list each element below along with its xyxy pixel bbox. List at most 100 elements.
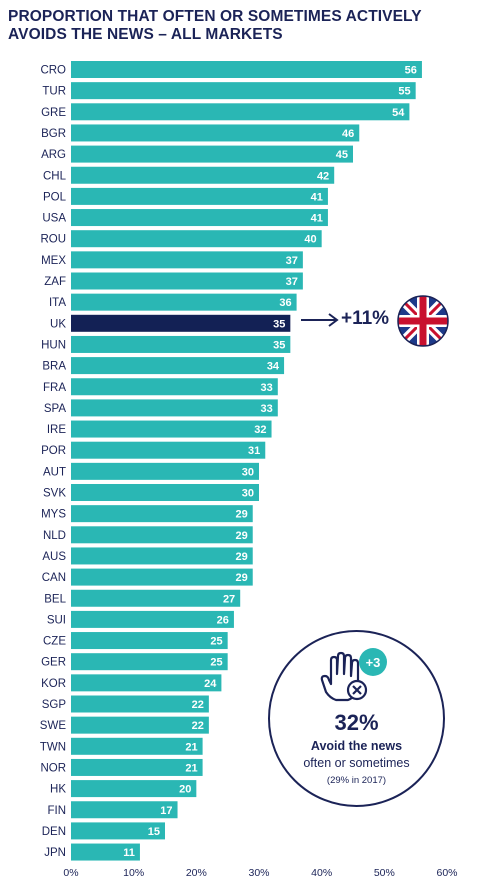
value-label-usa: 41 [311,213,323,225]
bar-den [71,822,165,840]
value-label-kor: 24 [204,678,217,690]
bar-jpn [71,843,140,861]
x-tick-label: 30% [248,867,269,879]
arrow-icon [301,313,339,327]
category-label-kor: KOR [41,678,66,690]
value-label-fra: 33 [261,382,273,394]
value-label-bra: 34 [267,361,280,373]
value-label-cro: 56 [405,65,417,77]
value-label-tur: 55 [398,86,410,98]
category-label-nor: NOR [40,762,66,774]
x-tick-label: 40% [311,867,332,879]
category-label-tur: TUR [42,86,66,98]
raised-hand-block-icon [320,651,368,702]
bar-tur [71,82,416,100]
uk-flag-icon [397,295,449,347]
value-label-den: 15 [148,826,160,838]
bar-uk [71,314,291,332]
bar-spa [71,399,278,417]
category-label-usa: USA [42,213,66,225]
bar-svk [71,484,259,501]
category-label-cro: CRO [40,65,66,77]
x-tick-label: 0% [63,867,78,879]
category-label-bgr: BGR [41,128,66,140]
value-label-spa: 33 [261,403,273,415]
bar-pol [71,187,328,205]
value-label-fin: 17 [160,805,172,817]
category-label-fin: FIN [47,805,66,817]
value-label-jpn: 11 [123,847,135,859]
bar-cro [71,61,422,78]
value-label-arg: 45 [336,149,348,161]
category-label-jpn: JPN [44,847,66,859]
category-label-uk: UK [50,318,66,330]
bar-twn [71,737,203,755]
bar-ger [71,653,228,671]
x-tick-label: 50% [374,867,395,879]
category-label-gre: GRE [41,107,66,119]
bar-bgr [71,124,360,142]
category-label-svk: SVK [43,488,66,500]
value-label-cze: 25 [210,636,222,648]
category-label-arg: ARG [41,149,66,161]
value-label-sui: 26 [217,614,229,626]
value-label-uk: 35 [273,318,285,330]
bar-ire [71,420,272,438]
bar-nld [71,526,253,544]
category-label-swe: SWE [40,720,67,732]
bar-bra [71,357,285,375]
value-label-aut: 30 [242,466,254,478]
category-label-nld: NLD [43,530,66,542]
category-label-por: POR [41,445,66,457]
category-label-cze: CZE [43,636,66,648]
chart-title: PROPORTION THAT OFTEN OR SOMETIMES ACTIV… [8,8,422,43]
bar-usa [71,209,328,227]
category-label-can: CAN [42,572,66,584]
category-label-aus: AUS [42,551,66,563]
value-label-ita: 36 [279,297,291,309]
value-label-sgp: 22 [192,699,204,711]
value-label-ger: 25 [210,657,222,669]
value-label-can: 29 [235,572,247,584]
bar-rou [71,230,322,248]
category-label-aut: AUT [43,466,66,478]
category-label-mys: MYS [41,509,66,521]
bar-por [71,441,266,459]
bar-sui [71,610,234,628]
category-label-ita: ITA [49,297,66,309]
value-label-bgr: 46 [342,128,354,140]
stat-change-badge: +3 [359,648,387,676]
bar-bel [71,589,241,607]
stat-sublabel: often or sometimes [303,756,410,770]
value-label-pol: 41 [311,191,323,203]
category-label-hk: HK [50,784,66,796]
value-label-zaf: 37 [286,276,298,288]
bar-kor [71,674,222,692]
bar-swe [71,716,209,734]
value-label-mex: 37 [286,255,298,267]
value-label-por: 31 [248,445,260,457]
bar-cze [71,632,228,650]
x-tick-label: 10% [123,867,144,879]
category-label-den: DEN [42,826,66,838]
bar-zaf [71,272,303,290]
bar-fin [71,801,178,819]
value-label-rou: 40 [304,234,316,246]
category-label-hun: HUN [41,339,66,351]
value-label-gre: 54 [392,107,405,119]
category-label-fra: FRA [43,382,66,394]
category-label-ger: GER [41,657,66,669]
bar-nor [71,758,203,776]
bar-fra [71,378,278,396]
stat-comparison: (29% in 2017) [326,775,387,786]
value-label-nld: 29 [235,530,247,542]
value-label-hun: 35 [273,339,285,351]
value-label-bel: 27 [223,593,235,605]
bar-aut [71,462,259,480]
value-label-aus: 29 [235,551,247,563]
stat-value: 32% [334,710,379,735]
category-label-ire: IRE [47,424,67,436]
value-label-hk: 20 [179,784,191,796]
value-label-twn: 21 [185,741,197,753]
